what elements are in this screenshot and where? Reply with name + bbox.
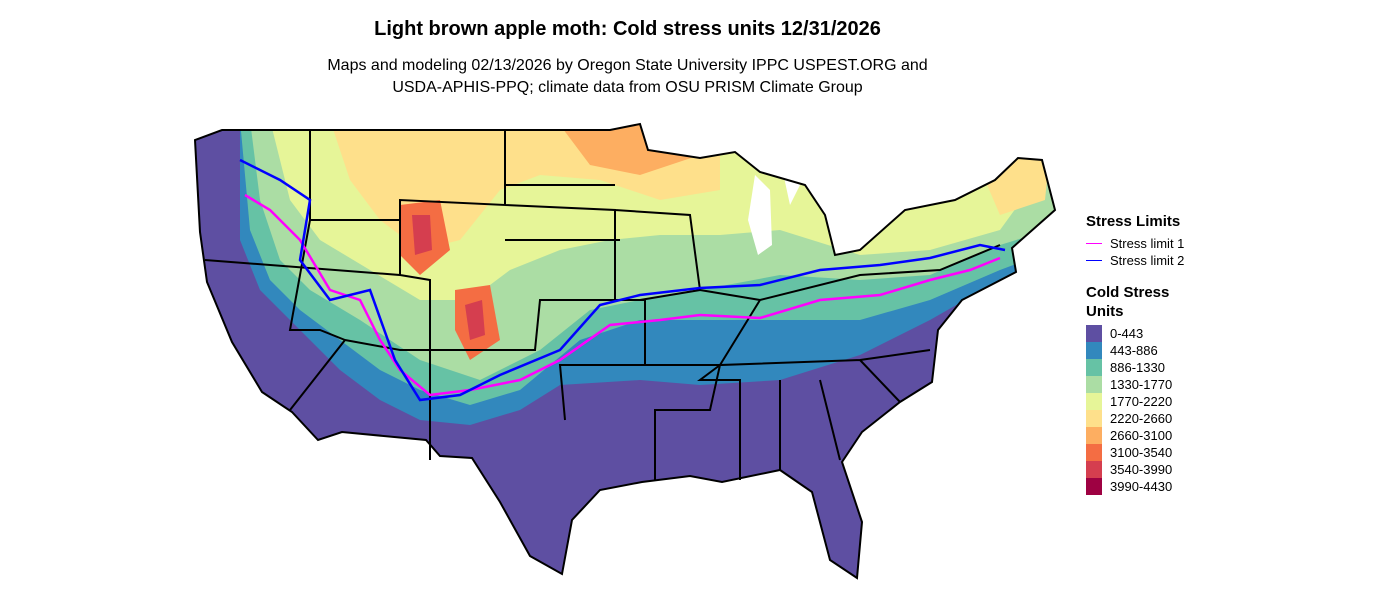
units-list: 0-443 443-886 886-1330 1330-1770 1770-2220 22… [1086, 325, 1196, 495]
legend-swatch [1086, 478, 1102, 495]
subtitle-line: USDA-APHIS-PPQ; climate data from OSU PR… [392, 79, 863, 96]
legend-label: 1330-1770 [1110, 377, 1173, 392]
legend-item: 2660-3100 [1086, 427, 1196, 444]
legend-label: 3100-3540 [1110, 445, 1173, 460]
legend-item: 443-886 [1086, 342, 1196, 359]
legend-label: 886-1330 [1110, 360, 1165, 375]
legend-item: 886-1330 [1086, 359, 1196, 376]
legend-item: 3100-3540 [1086, 444, 1196, 461]
legend-label: Stress limit 1 [1110, 236, 1185, 251]
legend-item: 3990-4430 [1086, 478, 1196, 495]
legend-swatch [1086, 427, 1102, 444]
legend-title: Stress Limits [1086, 213, 1181, 230]
legend-item: 0-443 [1086, 325, 1196, 342]
legend-item: Stress limit 2 [1086, 252, 1196, 269]
stress-limit-2-line [239, 158, 1006, 402]
legend-swatch [1086, 393, 1102, 410]
legend-label: Stress limit 2 [1110, 253, 1185, 268]
legend-item: Stress limit 1 [1086, 235, 1196, 252]
great-lakes [748, 168, 800, 255]
legend-swatch [1086, 359, 1102, 376]
legend-label: 2660-3100 [1110, 428, 1173, 443]
map-subtitle: Maps and modeling 02/13/2026 by Oregon S… [0, 55, 1255, 99]
legend-label: 2220-2660 [1110, 411, 1173, 426]
legend-label: 3990-4430 [1110, 479, 1173, 494]
legend-label: 3540-3990 [1110, 462, 1173, 477]
legend-item: 1330-1770 [1086, 376, 1196, 393]
subtitle-line: Maps and modeling 02/13/2026 by Oregon S… [327, 57, 928, 74]
stress-limit-1-line [244, 193, 1001, 397]
legend-item: 1770-2220 [1086, 393, 1196, 410]
legend-label: 443-886 [1110, 343, 1158, 358]
map-title: Light brown apple moth: Cold stress unit… [374, 18, 881, 40]
legend-swatch [1086, 243, 1102, 244]
legend-swatch [1086, 444, 1102, 461]
legend-swatch [1086, 410, 1102, 427]
limits-list: Stress limit 1 Stress limit 2 [1086, 235, 1196, 269]
legend-title: Cold Stress Units [1086, 284, 1170, 320]
legend-item: 2220-2660 [1086, 410, 1196, 427]
legend-label: 1770-2220 [1110, 394, 1173, 409]
legend-swatch [1086, 461, 1102, 478]
legend-item: 3540-3990 [1086, 461, 1196, 478]
legend-swatch [1086, 376, 1102, 393]
legend-label: 0-443 [1110, 326, 1144, 341]
legend-swatch [1086, 260, 1102, 261]
legend: Stress Limits Stress limit 1 Stress limit… [1086, 212, 1196, 495]
legend-swatch [1086, 325, 1102, 342]
state-borders [194, 123, 1056, 579]
cold-stress-raster [195, 124, 1055, 578]
legend-swatch [1086, 342, 1102, 359]
